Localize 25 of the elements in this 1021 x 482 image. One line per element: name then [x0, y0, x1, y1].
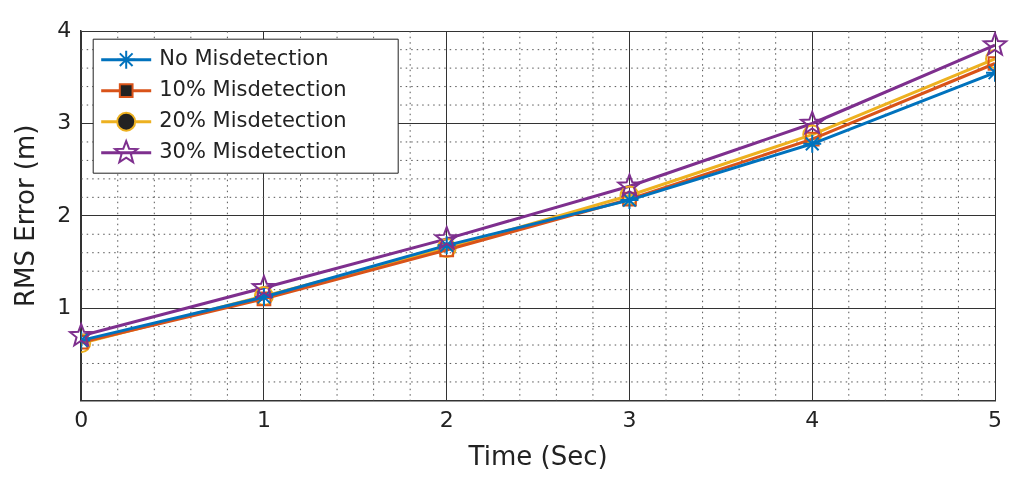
point	[804, 131, 820, 147]
point	[251, 275, 277, 299]
x-tick-label: 1	[256, 407, 271, 433]
y-axis-title: RMS Error (m)	[10, 124, 41, 308]
x-tick-label: 0	[74, 407, 89, 433]
y-tick-label: 2	[57, 201, 72, 227]
x-tick-label: 2	[439, 407, 454, 433]
x-tick-label: 4	[805, 407, 820, 433]
point	[802, 124, 823, 145]
point	[434, 226, 459, 250]
legend-label: No Misdetection	[159, 46, 329, 71]
x-tick-label: 5	[988, 407, 1002, 433]
legend-label: 20% Misdetection	[159, 108, 347, 133]
y-tick-label: 1	[57, 293, 72, 319]
point	[617, 173, 642, 197]
legend-label: 10% Misdetection	[159, 77, 347, 102]
legend-label: 30% Misdetection	[159, 139, 347, 164]
y-tick-label: 4	[57, 16, 72, 42]
x-tick-label: 3	[622, 407, 637, 433]
x-axis-title: Time (Sec)	[467, 441, 608, 472]
point	[69, 323, 94, 347]
point	[982, 32, 1008, 56]
point	[800, 110, 825, 134]
point	[802, 133, 823, 154]
y-tick-label: 3	[57, 109, 72, 135]
